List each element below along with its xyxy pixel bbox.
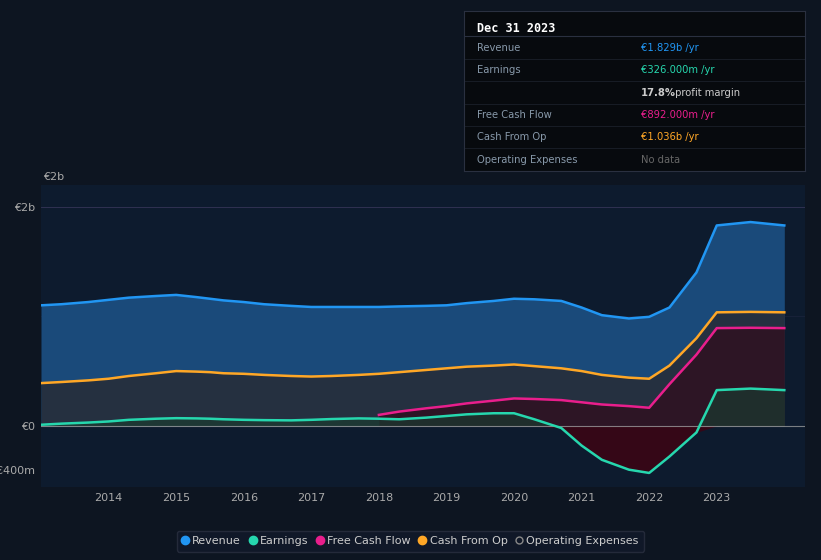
Text: €892.000m /yr: €892.000m /yr xyxy=(641,110,714,120)
Text: Revenue: Revenue xyxy=(478,43,521,53)
Text: Dec 31 2023: Dec 31 2023 xyxy=(478,22,556,35)
Text: Cash From Op: Cash From Op xyxy=(478,132,547,142)
Text: €1.829b /yr: €1.829b /yr xyxy=(641,43,699,53)
Text: Free Cash Flow: Free Cash Flow xyxy=(478,110,553,120)
Text: Earnings: Earnings xyxy=(478,66,521,75)
Legend: Revenue, Earnings, Free Cash Flow, Cash From Op, Operating Expenses: Revenue, Earnings, Free Cash Flow, Cash … xyxy=(177,530,644,552)
Text: Operating Expenses: Operating Expenses xyxy=(478,155,578,165)
Text: 17.8%: 17.8% xyxy=(641,87,676,97)
Text: €2b: €2b xyxy=(43,172,64,182)
Text: €326.000m /yr: €326.000m /yr xyxy=(641,66,714,75)
Text: €1.036b /yr: €1.036b /yr xyxy=(641,132,699,142)
Text: profit margin: profit margin xyxy=(672,87,740,97)
Text: No data: No data xyxy=(641,155,680,165)
